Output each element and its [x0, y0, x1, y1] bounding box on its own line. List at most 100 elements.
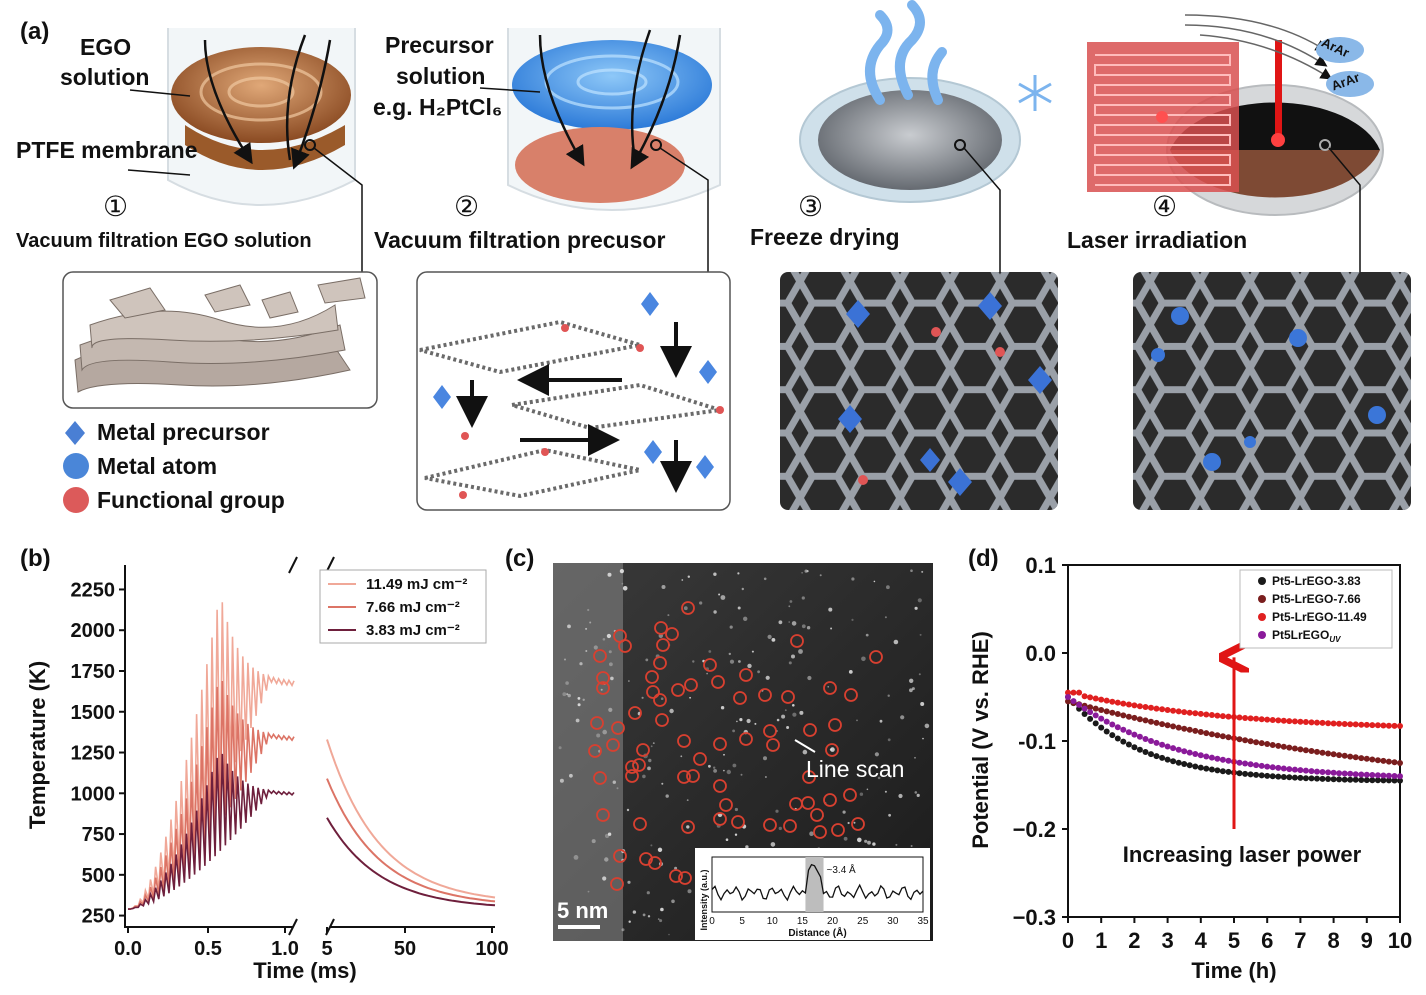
y-tick-label-d: 0.0 [1025, 641, 1056, 666]
atom-marker-circle [844, 688, 858, 702]
atom-dot [806, 626, 811, 630]
atom-marker-circle [681, 820, 695, 834]
atom-dot [687, 889, 692, 894]
data-point-d-2 [1192, 710, 1199, 717]
scale-bar [558, 925, 600, 929]
ego-sheets-inset [62, 271, 378, 409]
y-tick-label-b: 2250 [71, 579, 116, 601]
atom-dot [579, 662, 583, 666]
atom-dot [680, 755, 683, 758]
data-point-d-1 [1125, 713, 1132, 720]
data-point-d-2 [1181, 709, 1188, 716]
data-point-d-2 [1114, 699, 1121, 706]
atom-dot [770, 842, 776, 847]
data-point-d-2 [1236, 714, 1243, 721]
data-point-d-2 [1269, 717, 1276, 723]
data-point-d-1 [1192, 727, 1199, 734]
atom-marker-circle [739, 732, 753, 746]
atom-dot [559, 778, 564, 783]
atom-dot [628, 680, 630, 682]
atom-dot [591, 839, 596, 844]
atom-dot [851, 577, 855, 581]
data-point-d-0 [1341, 776, 1348, 783]
atom-dot [669, 708, 674, 714]
data-point-d-3 [1275, 764, 1282, 771]
atom-marker-circle [628, 706, 642, 720]
atom-dot [776, 718, 780, 722]
atom-dot [575, 718, 580, 723]
atom-dot [713, 572, 717, 576]
data-point-d-2 [1120, 700, 1127, 707]
data-point-d-0 [1258, 772, 1265, 779]
atom-dot [843, 836, 848, 841]
data-point-d-2 [1275, 717, 1282, 724]
atom-marker-circle [596, 671, 610, 685]
data-point-d-0 [1391, 777, 1398, 784]
x-tick-label-d: 1 [1095, 928, 1107, 953]
legend-d-marker [1258, 631, 1266, 639]
atom-dot [922, 737, 924, 740]
atom-dot [566, 693, 569, 696]
data-point-d-3 [1136, 733, 1143, 740]
data-point-d-2 [1092, 695, 1099, 702]
metal-precursor-diamond-icon [65, 421, 85, 445]
atom-dot [728, 652, 731, 656]
data-point-d-2 [1253, 715, 1260, 722]
data-point-d-0 [1369, 777, 1376, 784]
atom-marker-circle [810, 808, 824, 822]
atom-dot [602, 729, 607, 735]
atom-marker-circle [654, 621, 668, 635]
data-point-d-0 [1131, 744, 1138, 751]
data-point-d-1 [1114, 711, 1121, 717]
atom-dot [706, 672, 708, 675]
legend-d-text: Pt5-LrEGO-11.49 [1272, 610, 1367, 624]
data-point-d-0 [1192, 763, 1199, 770]
data-point-d-0 [1092, 720, 1099, 727]
atom-dot [686, 825, 690, 829]
atom-dot [641, 696, 644, 699]
data-point-d-1 [1159, 721, 1166, 728]
atom-dot [830, 747, 835, 752]
atom-dot [743, 616, 748, 621]
x-tick-label-d: 2 [1128, 928, 1140, 953]
data-point-d-3 [1380, 772, 1387, 779]
atom-dot [647, 915, 651, 918]
data-point-d-3 [1352, 771, 1359, 778]
atom-dot [909, 678, 914, 683]
data-point-d-2 [1385, 722, 1392, 729]
atom-dot [819, 764, 822, 767]
atom-marker-circle [636, 743, 650, 757]
data-point-d-1 [1302, 747, 1309, 754]
atom-dot [657, 847, 663, 852]
data-point-d-3 [1286, 766, 1293, 773]
data-point-d-1 [1380, 757, 1387, 764]
data-point-d-2 [1325, 720, 1332, 727]
atom-dot [642, 774, 646, 779]
x-axis-label-d: Time (h) [1191, 958, 1276, 983]
atom-marker-circle [656, 638, 670, 652]
atom-dot [558, 746, 562, 750]
data-point-d-1 [1286, 744, 1293, 751]
x-tick-label-b: 1.0 [271, 938, 299, 960]
atom-dot [784, 709, 787, 712]
atom-marker-circle [731, 815, 745, 829]
atom-dot [853, 821, 856, 824]
atom-dot [593, 645, 598, 650]
atom-dot [652, 742, 655, 744]
data-point-d-0 [1358, 777, 1365, 783]
atom-dot [668, 933, 670, 936]
atom-dot [660, 697, 664, 700]
data-point-d-0 [1219, 768, 1226, 775]
atom-dot [687, 575, 690, 578]
legend-b-text: 11.49 mJ cm⁻² [366, 576, 467, 593]
atom-marker-circle [763, 818, 777, 832]
data-point-d-1 [1186, 726, 1193, 733]
atom-dot [726, 769, 731, 775]
legend-d-marker [1258, 577, 1266, 585]
data-point-d-2 [1225, 713, 1232, 720]
hex-lattice-atoms-inset [1133, 272, 1411, 510]
atom-dot [747, 663, 752, 669]
data-point-d-2 [1380, 722, 1387, 729]
atom-marker-circle [593, 649, 607, 663]
atom-dot [919, 633, 922, 636]
